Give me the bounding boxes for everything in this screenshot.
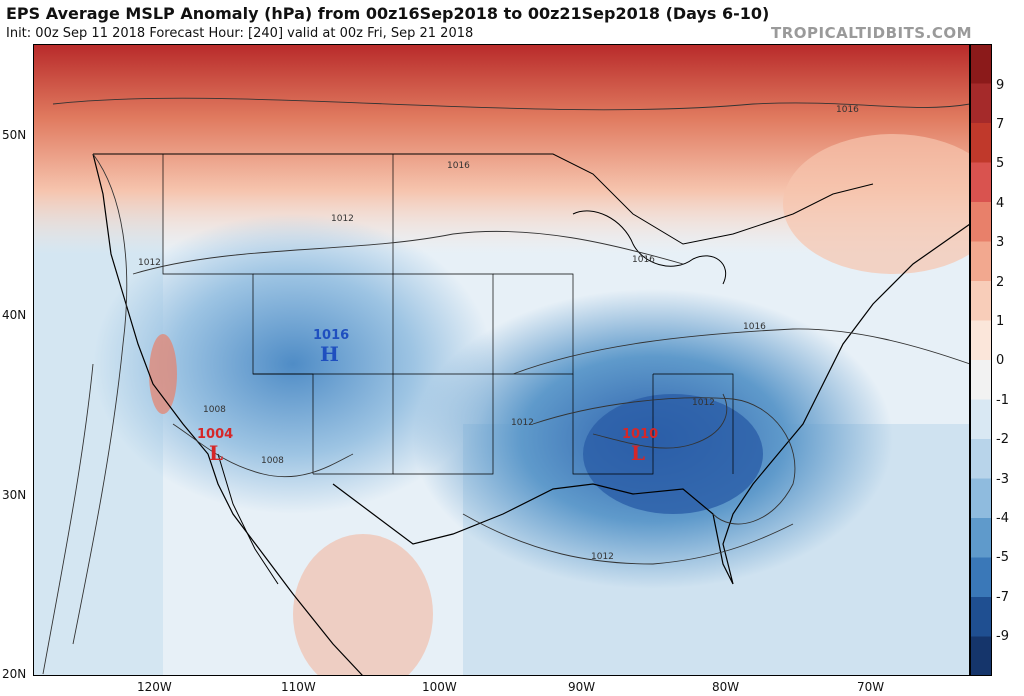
isobar-label: 1012 bbox=[511, 418, 534, 428]
colorbar-segment bbox=[970, 518, 992, 558]
longitude-label: 90W bbox=[568, 680, 596, 694]
high-pressure-center: 1016 H bbox=[313, 328, 349, 366]
colorbar-segment bbox=[970, 399, 992, 440]
colorbar-segment bbox=[970, 241, 992, 282]
latitude-label: 30N bbox=[2, 488, 27, 502]
colorbar-label: -5 bbox=[996, 550, 1009, 565]
map-title: EPS Average MSLP Anomaly (hPa) from 00z1… bbox=[6, 4, 770, 23]
colorbar-segment bbox=[970, 360, 992, 400]
colorbar-label: -7 bbox=[996, 590, 1009, 605]
colorbar-label: 0 bbox=[996, 353, 1005, 368]
high-pressure-value: 1016 bbox=[313, 328, 349, 343]
state-lines bbox=[162, 154, 734, 475]
california-positive-anomaly bbox=[149, 334, 177, 414]
colorbar-segment bbox=[970, 320, 992, 361]
colorbar-segment bbox=[970, 439, 992, 479]
us-canada-border bbox=[93, 153, 874, 245]
colorbar-label: -2 bbox=[996, 432, 1009, 447]
low-pressure-symbol: L bbox=[209, 441, 223, 465]
isobar-label: 1016 bbox=[743, 322, 766, 332]
colorbar-label: -1 bbox=[996, 393, 1009, 408]
latitude-label: 40N bbox=[2, 308, 27, 322]
colorbar-label: 7 bbox=[996, 117, 1005, 132]
low-pressure-value: 1004 bbox=[197, 427, 233, 442]
anomaly-map: 1016 1012 1012 1016 1016 1016 1008 1008 … bbox=[33, 44, 970, 676]
colorbar-segment bbox=[970, 597, 992, 637]
colorbar-label: 2 bbox=[996, 275, 1005, 290]
colorbar-label: -3 bbox=[996, 472, 1009, 487]
brand-watermark: TROPICALTIDBITS.COM bbox=[771, 24, 972, 42]
isobar-label: 1012 bbox=[591, 552, 614, 562]
colorbar-label: -4 bbox=[996, 511, 1009, 526]
map-frame bbox=[33, 44, 970, 676]
low-pressure-value: 1010 bbox=[622, 427, 658, 442]
low-pressure-center-southeast: 1010 L bbox=[622, 427, 658, 465]
latitude-label: 50N bbox=[2, 128, 27, 142]
colorbar-segment bbox=[970, 557, 992, 598]
colorbar bbox=[970, 44, 992, 676]
colorbar-segment bbox=[970, 636, 992, 676]
colorbar-segment bbox=[970, 281, 992, 321]
colorbar-segment bbox=[970, 202, 992, 242]
longitude-label: 80W bbox=[712, 680, 740, 694]
low-pressure-center-west: 1004 L bbox=[197, 427, 233, 465]
colorbar-segment bbox=[970, 83, 992, 124]
isobar-label: 1008 bbox=[261, 456, 284, 466]
mexico-positive-anomaly bbox=[293, 534, 433, 676]
latitude-label: 20N bbox=[2, 667, 27, 681]
baja-coastline bbox=[217, 453, 279, 585]
colorbar-label: -9 bbox=[996, 629, 1009, 644]
colorbar-segment bbox=[970, 123, 992, 163]
longitude-label: 100W bbox=[422, 680, 457, 694]
northeast-positive-anomaly bbox=[783, 134, 970, 274]
isobar-label: 1012 bbox=[138, 258, 161, 268]
isobar-label: 1016 bbox=[632, 255, 655, 265]
colorbar-label: 4 bbox=[996, 196, 1005, 211]
colorbar-segment bbox=[970, 44, 992, 84]
longitude-label: 70W bbox=[857, 680, 885, 694]
gulf-coastline bbox=[332, 223, 970, 585]
southeast-core-anomaly bbox=[583, 394, 763, 514]
isobar-label: 1016 bbox=[447, 161, 470, 171]
isobar-label: 1008 bbox=[203, 405, 226, 415]
longitude-label: 120W bbox=[137, 680, 172, 694]
isobar-label: 1016 bbox=[836, 105, 859, 115]
isobar-label: 1012 bbox=[331, 214, 354, 224]
pacific-coastline bbox=[92, 153, 364, 676]
colorbar-frame bbox=[970, 44, 992, 676]
colorbar-segment bbox=[970, 478, 992, 519]
colorbar-label: 3 bbox=[996, 235, 1005, 250]
great-lakes bbox=[572, 210, 727, 285]
low-pressure-symbol: L bbox=[631, 441, 645, 465]
isobar-label: 1012 bbox=[692, 398, 715, 408]
isobar-lines bbox=[42, 97, 970, 675]
longitude-label: 110W bbox=[281, 680, 316, 694]
high-pressure-symbol: H bbox=[320, 342, 339, 366]
colorbar-segment bbox=[970, 162, 992, 203]
colorbar-label: 1 bbox=[996, 314, 1005, 329]
map-subtitle: Init: 00z Sep 11 2018 Forecast Hour: [24… bbox=[6, 26, 474, 41]
colorbar-label: 5 bbox=[996, 156, 1005, 171]
colorbar-label: 9 bbox=[996, 78, 1005, 93]
